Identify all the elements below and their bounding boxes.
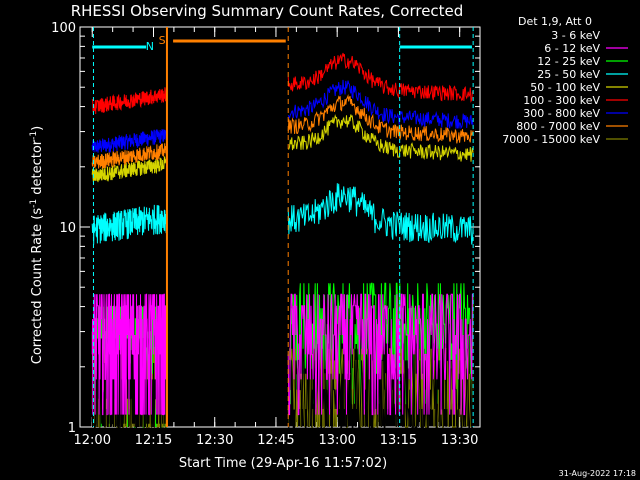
legend-entry-label: 7000 - 15000 keV xyxy=(502,133,600,146)
x-tick-label: 12:45 xyxy=(257,433,294,448)
legend-entry-label: 6 - 12 keV xyxy=(544,42,600,55)
legend-header: Det 1,9, Att 0 xyxy=(518,15,592,28)
series-line xyxy=(91,87,168,115)
y-axis-label: Corrected Count Rate (s-1 detector-1) xyxy=(29,126,45,364)
y-tick-label: 1 xyxy=(68,421,76,436)
x-tick-label: 12:30 xyxy=(196,433,233,448)
series-line xyxy=(91,204,168,245)
y-tick-label: 10 xyxy=(59,221,76,236)
series-line xyxy=(91,293,168,416)
series-line xyxy=(287,52,474,104)
saa-flag-label: S xyxy=(159,34,166,47)
plot-axes xyxy=(79,26,481,428)
series-line xyxy=(287,79,474,130)
series-line xyxy=(91,155,168,183)
legend-entry-label: 50 - 100 keV xyxy=(530,81,600,94)
y-axis-label-sup1: -1 xyxy=(29,199,39,208)
y-axis-label-base: Corrected Count Rate (s xyxy=(30,208,45,365)
y-tick-labels: 1 10 100 xyxy=(51,21,76,436)
series-line xyxy=(91,129,168,153)
x-tick-label: 13:30 xyxy=(441,433,478,448)
x-tick-label: 13:00 xyxy=(318,433,355,448)
x-tick-label: 12:00 xyxy=(74,433,111,448)
y-axis-label-end: ) xyxy=(30,126,45,131)
x-tick-label: 13:15 xyxy=(380,433,417,448)
legend-entry-label: 800 - 7000 keV xyxy=(516,120,600,133)
legend-entry-label: 300 - 800 keV xyxy=(523,107,600,120)
y-axis-label-sup2: -1 xyxy=(29,131,39,140)
legend-entry-label: 3 - 6 keV xyxy=(551,29,600,42)
legend-entry-label: 12 - 25 keV xyxy=(537,55,600,68)
legend-entry-label: 25 - 50 keV xyxy=(537,68,600,81)
y-axis-label-mid: detector xyxy=(30,139,45,199)
series-line xyxy=(287,94,474,144)
series-line xyxy=(287,183,474,245)
x-tick-labels: 12:00 12:15 12:30 12:45 13:00 13:15 13:30 xyxy=(74,433,479,448)
series-line xyxy=(287,114,474,162)
x-axis-label: Start Time (29-Apr-16 11:57:02) xyxy=(179,456,387,471)
chart-title: RHESSI Observing Summary Count Rates, Co… xyxy=(71,2,464,20)
y-tick-label: 100 xyxy=(51,21,76,36)
x-tick-label: 12:15 xyxy=(135,433,172,448)
series-layer xyxy=(91,52,474,428)
series-line xyxy=(91,338,168,428)
legend-entry-label: 100 - 300 keV xyxy=(523,94,600,107)
series-line xyxy=(91,143,168,169)
svg-text:Corrected Count Rate (s-1 dete: Corrected Count Rate (s-1 detector-1) xyxy=(29,126,45,364)
series-line xyxy=(287,293,474,416)
night-flag-label: N xyxy=(146,40,154,53)
timestamp: 31-Aug-2022 17:18 xyxy=(559,469,636,478)
